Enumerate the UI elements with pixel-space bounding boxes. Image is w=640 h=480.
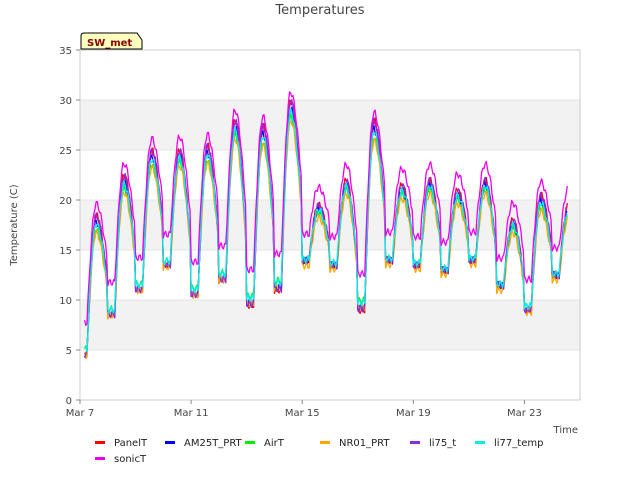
series-line-li77-temp	[84, 107, 568, 353]
legend-label: li75_t	[429, 438, 456, 449]
site-badge: SW_met	[80, 32, 143, 50]
y-tick-label: 25	[59, 146, 72, 157]
y-tick-label: 30	[59, 96, 72, 107]
legend-swatch	[320, 441, 330, 444]
x-tick-label: Mar 19	[396, 408, 431, 419]
legend-label: AM25T_PRT	[184, 438, 243, 449]
grid-band	[80, 300, 580, 350]
legend-item-sonict: sonicT	[95, 454, 147, 465]
grid-band	[80, 50, 580, 100]
y-tick-label: 35	[59, 46, 72, 57]
legend-item-airt: AirT	[245, 438, 285, 449]
legend-label: PanelT	[114, 438, 148, 449]
chart-title: Temperatures	[274, 3, 364, 18]
x-tick-label: Mar 15	[285, 408, 320, 419]
x-tick-label: Mar 23	[507, 408, 542, 419]
legend-swatch	[475, 441, 485, 444]
legend-swatch	[245, 441, 255, 444]
y-axis-label: Temperature (C)	[9, 184, 20, 266]
legend-item-li77-temp: li77_temp	[475, 438, 543, 449]
x-axis-ticks: Mar 7 Mar 11 Mar 15 Mar 19 Mar 23	[66, 400, 542, 419]
legend: PanelT AM25T_PRT AirT NR01_PRT li75_t li77_te…	[95, 438, 543, 465]
legend-item-li75-t: li75_t	[410, 438, 456, 449]
legend-label: sonicT	[114, 454, 147, 465]
legend-item-am25t-prt: AM25T_PRT	[165, 438, 243, 449]
plot-frame	[79, 49, 581, 401]
y-tick-label: 5	[66, 346, 72, 357]
legend-swatch	[95, 441, 105, 444]
y-tick-label: 10	[59, 296, 72, 307]
y-tick-label: 15	[59, 246, 72, 257]
grid-band	[80, 350, 580, 400]
x-tick-label: Mar 11	[174, 408, 209, 419]
legend-swatch	[165, 441, 175, 444]
series-lines	[83, 91, 568, 360]
x-axis-label: Time	[553, 425, 578, 436]
badge-label: SW_met	[87, 38, 132, 49]
y-tick-label: 0	[66, 396, 72, 407]
legend-item-panelt: PanelT	[95, 438, 148, 449]
x-tick-label: Mar 7	[66, 408, 94, 419]
plot-background	[80, 49, 580, 401]
badge-box	[80, 32, 143, 50]
legend-label: AirT	[264, 438, 285, 449]
y-tick-label: 20	[59, 196, 72, 207]
legend-swatch	[410, 441, 420, 444]
legend-swatch	[95, 457, 105, 460]
y-axis-ticks: 0 5 10 15 20 25 30 35	[59, 46, 80, 407]
legend-label: li77_temp	[494, 438, 543, 449]
legend-item-nr01-prt: NR01_PRT	[320, 438, 390, 449]
legend-label: NR01_PRT	[339, 438, 390, 449]
grid-band	[80, 150, 580, 200]
series-line-sonict	[83, 91, 568, 327]
grid-band	[80, 100, 580, 150]
